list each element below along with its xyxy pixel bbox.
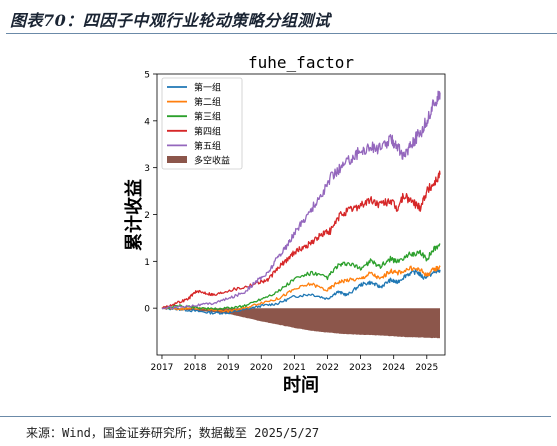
figure-header: 图表70：四因子中观行业轮动策略分组测试 [6, 0, 557, 34]
legend-label: 第三组 [194, 111, 221, 123]
series-3-line [161, 243, 441, 311]
line-layer [161, 90, 441, 315]
series-1-line [161, 268, 441, 315]
y-tick-label: 3 [144, 164, 150, 174]
x-tick-label: 2018 [184, 363, 207, 373]
y-axis-ticks: 0 1 2 3 4 5 [144, 71, 157, 315]
series-6-area [162, 308, 440, 339]
legend-label: 第一组 [194, 82, 221, 94]
y-tick-label: 5 [144, 71, 150, 81]
x-axis-label: 时间 [283, 375, 319, 396]
bottom-rule [0, 416, 551, 417]
series-2-line [161, 265, 441, 313]
x-tick-label: 2022 [316, 363, 339, 373]
legend-swatch [167, 156, 187, 163]
x-tick-label: 2019 [217, 363, 240, 373]
y-tick-label: 2 [144, 211, 150, 221]
figure-title: 图表70：四因子中观行业轮动策略分组测试 [10, 11, 331, 30]
plot-area: 2017 2018 2019 2020 2021 2022 2023 2024 2025 0 1 2… [144, 71, 446, 373]
y-tick-label: 0 [144, 305, 150, 315]
legend-label: 第四组 [194, 125, 221, 137]
series-5-line [161, 90, 441, 310]
x-tick-label: 2017 [151, 363, 174, 373]
y-axis-label: 累计收益 [123, 179, 145, 251]
legend-label: 第二组 [194, 96, 221, 108]
series-4-line [161, 170, 441, 309]
y-tick-label: 4 [144, 117, 150, 127]
legend-label: 第五组 [194, 140, 221, 152]
x-tick-label: 2021 [283, 363, 306, 373]
legend-label: 多空收益 [194, 155, 230, 167]
x-tick-label: 2020 [250, 363, 273, 373]
chart-title: fuhe_factor [248, 53, 354, 72]
x-tick-label: 2024 [382, 363, 405, 373]
x-tick-label: 2025 [415, 363, 438, 373]
source-note: 来源：Wind，国金证券研究所；数据截至 2025/5/27 [26, 426, 320, 440]
x-tick-label: 2023 [349, 363, 372, 373]
x-axis-ticks: 2017 2018 2019 2020 2021 2022 2023 2024 2025 [151, 355, 438, 373]
y-tick-label: 1 [144, 258, 150, 268]
top-rule [6, 33, 557, 34]
area-layer [162, 308, 440, 339]
